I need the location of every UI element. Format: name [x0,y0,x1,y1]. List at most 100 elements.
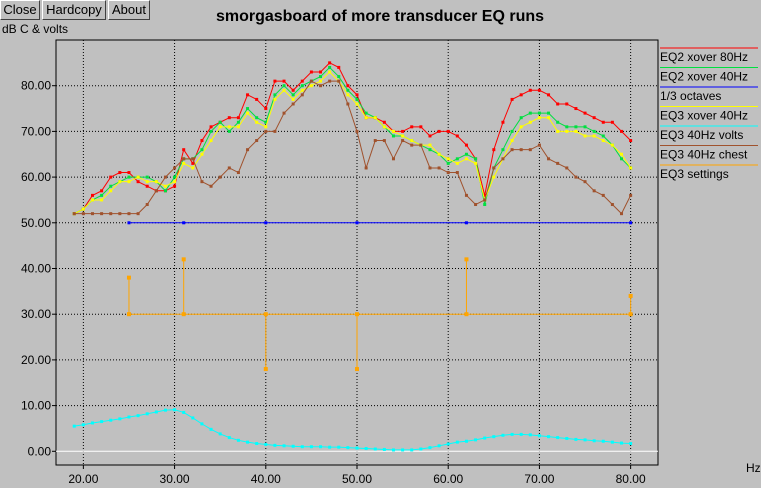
data-point [218,432,222,436]
data-point [309,79,313,83]
data-point [364,447,368,451]
data-point [328,79,332,83]
data-point [191,416,195,420]
data-point [437,444,441,448]
data-point [428,166,432,170]
data-point [537,434,541,438]
data-point [519,125,523,129]
data-point [246,440,250,444]
close-button[interactable]: Close [0,0,40,20]
data-point [382,139,386,143]
data-point [173,408,177,412]
data-point [337,79,341,83]
data-point [464,193,468,197]
data-point [182,410,186,414]
data-point [218,120,222,124]
chart-title: smorgasboard of more transducer EQ runs [215,8,545,25]
stem-base-point [355,312,359,317]
data-point [236,120,240,124]
data-point [537,116,541,120]
data-point [100,198,104,202]
data-point [355,367,359,372]
data-point [629,139,633,143]
data-point [455,161,459,165]
data-point [455,440,459,444]
data-point [410,125,414,129]
data-point [610,120,614,124]
data-point [182,161,186,165]
data-point [620,152,624,156]
data-point [209,427,213,431]
data-point [273,129,277,133]
data-point [319,75,323,79]
data-point [355,129,359,133]
data-point [483,198,487,202]
data-point [109,184,113,188]
data-point [200,180,204,184]
data-point [428,134,432,138]
data-point [282,88,286,92]
data-point [528,148,532,152]
data-point [410,139,414,143]
legend-entry: EQ3 40Hz volts [660,128,743,142]
data-point [474,161,478,165]
hardcopy-button[interactable]: Hardcopy [42,0,106,20]
legend-entry: EQ2 xover 80Hz [660,50,748,64]
data-point [620,212,624,216]
data-point [556,102,560,106]
data-point [291,88,295,92]
data-point [255,120,259,124]
data-point [537,88,541,92]
data-point [182,148,186,152]
data-point [601,139,605,143]
data-point [401,139,405,143]
data-point [173,175,177,179]
data-point [428,446,432,450]
data-point [565,436,569,440]
data-point [319,445,323,449]
data-point [291,93,295,97]
data-point [291,444,295,448]
stem-base-point [181,312,186,317]
data-point [419,143,423,147]
data-point [300,88,304,92]
y-tick-label: 10.00 [21,399,51,413]
about-button[interactable]: About [108,0,150,20]
series-2 [127,221,633,225]
data-point [282,111,286,115]
data-point [300,79,304,83]
data-point [592,134,596,138]
data-point [346,102,350,106]
data-point [364,166,368,170]
data-point [629,221,633,225]
data-point [337,65,341,69]
data-point [364,116,368,120]
data-point [236,125,240,129]
data-point [328,445,332,449]
data-point [109,212,113,216]
data-point [136,212,140,216]
data-point [127,175,131,179]
y-tick-label: 40.00 [21,261,51,275]
data-point [610,440,614,444]
data-point [328,70,332,74]
data-point [145,203,149,207]
data-point [592,129,596,133]
y-tick-label: 50.00 [21,216,51,230]
data-point [391,448,395,452]
data-point [528,88,532,92]
data-point [154,180,158,184]
data-point [437,129,441,133]
series-line [74,62,631,215]
data-point [601,193,605,197]
data-point [464,257,469,262]
data-point [492,166,496,170]
series-1 [72,65,633,216]
data-point [519,116,523,120]
data-point [565,166,569,170]
data-point [136,414,140,418]
data-point [255,139,259,143]
data-point [401,134,405,138]
data-point [528,111,532,115]
data-point [337,75,341,79]
